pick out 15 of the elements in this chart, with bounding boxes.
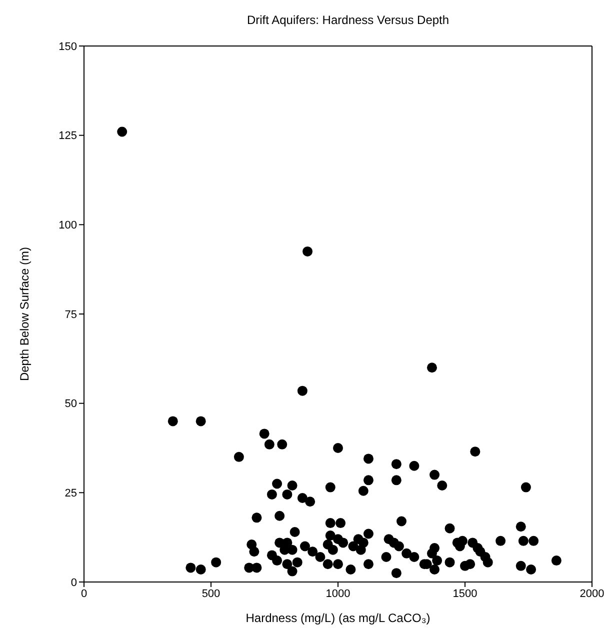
x-tick-label: 2000 xyxy=(580,588,604,600)
y-tick-label: 125 xyxy=(58,130,77,142)
y-tick-label: 50 xyxy=(64,398,77,410)
y-axis-title: Depth Below Surface (m) xyxy=(17,246,32,382)
y-tick-label: 0 xyxy=(70,576,77,589)
y-tick-label: 75 xyxy=(64,308,77,321)
x-tick-label: 500 xyxy=(202,588,220,600)
chart-title: Drift Aquifers: Hardness Versus Depth xyxy=(246,13,450,27)
y-tick-label: 150 xyxy=(58,40,77,53)
x-tick-label: 0 xyxy=(80,588,88,600)
x-axis-title: Hardness (mg/L) (as mg/L CaCO₃) xyxy=(246,611,430,625)
x-tick-label: 1500 xyxy=(452,588,478,600)
y-tick-label: 25 xyxy=(64,488,77,500)
y-tick-label: 100 xyxy=(58,220,77,232)
x-tick-label: 1000 xyxy=(326,588,350,600)
